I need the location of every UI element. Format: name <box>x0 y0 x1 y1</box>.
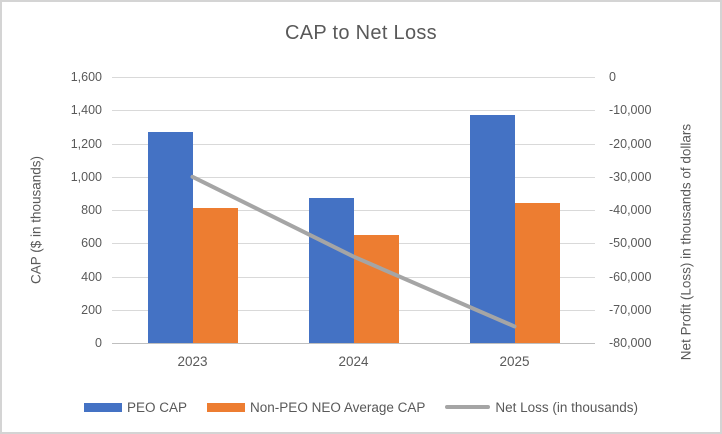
legend-swatch-peo-cap <box>84 402 123 412</box>
legend-label: Net Loss (in thousands) <box>495 399 638 415</box>
right-axis-tick: -10,000 <box>609 103 652 118</box>
right-axis-tick: 0 <box>609 70 616 84</box>
bar-non-peo-neo-average-cap <box>192 208 238 343</box>
right-axis-tick: -70,000 <box>609 302 652 317</box>
net-loss-in-thousands-line <box>190 174 517 329</box>
x-axis-label: 2023 <box>177 354 208 369</box>
plot-area <box>112 77 595 344</box>
legend-item-non-peo-neo-average-cap: Non-PEO NEO Average CAP <box>207 400 425 415</box>
bar-peo-cap <box>469 115 515 343</box>
right-axis-tick: -30,000 <box>609 169 652 184</box>
left-axis-tick: 600 <box>81 236 102 251</box>
bar-non-peo-neo-average-cap <box>353 234 399 343</box>
right-axis-tick: -40,000 <box>609 203 652 217</box>
left-axis-tick: 400 <box>81 269 102 284</box>
legend-swatch-net-loss-in-thousands <box>445 405 491 409</box>
bar-peo-cap <box>147 131 193 343</box>
gridline <box>112 210 595 211</box>
right-axis-tick: -60,000 <box>609 269 652 284</box>
legend-label: Non-PEO NEO Average CAP <box>250 399 426 415</box>
legend: PEO CAP Non-PEO NEO Average CAP Net Loss (… <box>2 397 720 417</box>
right-axis-tick: -50,000 <box>609 236 652 251</box>
right-axis-tick: -20,000 <box>609 136 652 151</box>
left-axis-tick: 1,200 <box>70 136 102 151</box>
legend-label: PEO CAP <box>127 399 188 415</box>
left-axis-tick: 1,600 <box>70 70 102 84</box>
legend-item-peo-cap: PEO CAP <box>84 400 187 415</box>
chart-title: CAP to Net Loss <box>285 22 437 44</box>
left-axis-tick: 1,000 <box>70 169 102 184</box>
legend-item-net-loss-in-thousands: Net Loss (in thousands) <box>445 400 638 415</box>
legend-swatch-non-peo-neo-average-cap <box>207 402 246 412</box>
gridline <box>112 143 595 145</box>
left-axis-tick: 0 <box>95 336 102 350</box>
left-axis-tick: 1,400 <box>70 103 102 118</box>
gridline <box>112 176 595 178</box>
right-axis-tick: -80,000 <box>609 336 652 350</box>
x-axis-label: 2025 <box>499 354 530 369</box>
left-axis-tick: 200 <box>81 302 102 317</box>
gridline <box>112 110 595 112</box>
left-axis-tick: 800 <box>81 203 102 217</box>
gridline <box>112 77 595 78</box>
x-axis-label: 2024 <box>338 354 369 369</box>
bar-non-peo-neo-average-cap <box>514 203 560 343</box>
bar-peo-cap <box>308 198 354 343</box>
